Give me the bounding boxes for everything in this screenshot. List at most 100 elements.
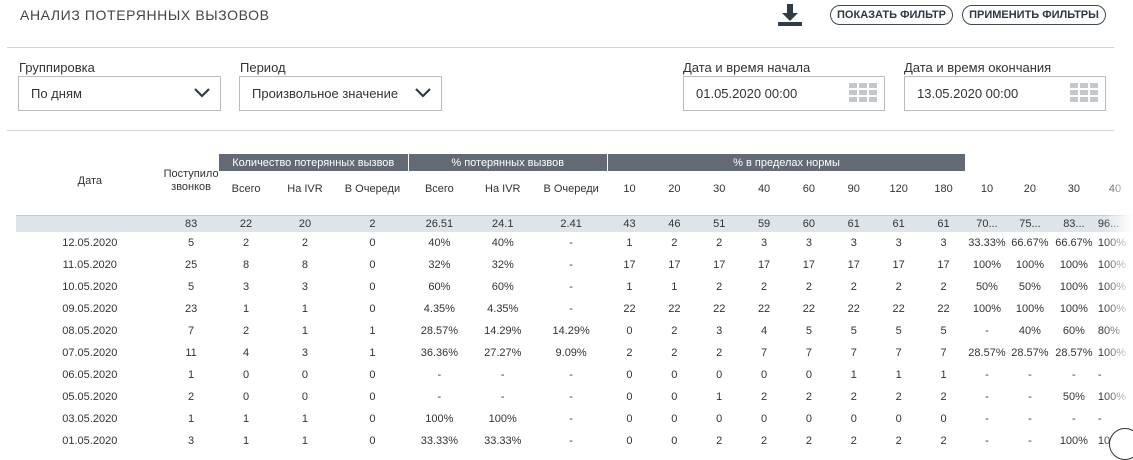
table-row[interactable]: 09.05.2020 23 1 1 0 4.35% 4.35% - 22 22 22 22 22 22 22…: [16, 298, 1133, 320]
table-cell: 70...: [965, 215, 1008, 232]
column-header-threshold[interactable]: 40: [757, 183, 771, 195]
column-header-threshold[interactable]: 60: [802, 183, 816, 195]
period-value: Произвольное значение: [252, 86, 399, 101]
table-cell: 83...: [1051, 215, 1096, 232]
table-cell: 1: [242, 435, 250, 447]
totals-row[interactable]: 83 22 20 2 26.51 24.1 2.41 43 46 51 59 60 61 61 61 70..…: [16, 215, 1133, 232]
column-header-queue[interactable]: В Очереди: [344, 183, 401, 195]
column-header-threshold[interactable]: 30: [713, 183, 726, 195]
table-cell: 100%: [972, 259, 1002, 271]
table-cell: 3: [940, 237, 947, 249]
date-cell: 01.05.2020: [62, 435, 118, 447]
start-date-input[interactable]: 01.05.2020 00:00: [683, 76, 885, 111]
table-cell: 22: [937, 303, 950, 315]
table-cell: 22: [623, 303, 636, 315]
start-date-label: Дата и время начала: [683, 60, 811, 75]
calendar-icon[interactable]: [1070, 83, 1099, 104]
table-cell: 50%: [1062, 391, 1085, 403]
column-header-total-pct[interactable]: Всего: [424, 183, 454, 195]
table-cell: -: [1028, 369, 1032, 381]
table-cell: 2: [716, 435, 723, 447]
column-header-ivr-pct[interactable]: На IVR: [485, 183, 521, 195]
column-header-threshold[interactable]: 180: [934, 183, 953, 195]
table-cell: 1: [895, 369, 902, 381]
table-cell: 2: [895, 281, 902, 293]
table-cell: 0: [850, 413, 857, 425]
table-cell: 3: [301, 347, 309, 359]
table-row[interactable]: 11.05.2020 25 8 8 0 32% 32% - 17 17 17 17 17 17 17 17 10…: [16, 254, 1133, 276]
table-cell: 40%: [428, 237, 451, 249]
table-cell: 9.09%: [555, 347, 587, 359]
table-cell: 0: [761, 369, 768, 381]
table-row[interactable]: 03.05.2020 1 1 1 0 100% 100% - 0 0 0 0 0 0 0 0 - - - -: [16, 408, 1133, 430]
column-header-threshold[interactable]: 20: [1023, 183, 1037, 195]
table-cell: -: [1028, 413, 1032, 425]
table-row[interactable]: 01.05.2020 3 1 1 0 33.33% 33.33% - 0 0 2 2 2 2 2 2 - - 100…: [16, 430, 1133, 452]
table-cell: 14.29%: [552, 325, 590, 337]
table-row[interactable]: 07.05.2020 11 4 3 1 36.36% 27.27% 9.09% 2 2 2 7 7 7 7 7…: [16, 342, 1133, 364]
table-cell: -: [985, 435, 989, 447]
table-cell: -: [1097, 413, 1102, 425]
table-cell: 0: [716, 369, 723, 381]
table-cell: 1: [626, 281, 633, 293]
column-header-threshold[interactable]: 10: [623, 183, 636, 195]
table-cell: 100%: [488, 413, 517, 425]
column-header-total[interactable]: Всего: [231, 183, 261, 195]
table-cell: 17: [757, 259, 771, 271]
divider: [7, 130, 1114, 131]
column-header-threshold[interactable]: 120: [889, 183, 908, 195]
table-cell: 7: [850, 347, 857, 359]
end-date-input[interactable]: 13.05.2020 00:00: [904, 76, 1106, 111]
table-cell: 3: [188, 435, 195, 447]
table-cell: 0: [671, 413, 678, 425]
calendar-icon[interactable]: [849, 83, 878, 104]
column-header-threshold[interactable]: 90: [847, 183, 860, 195]
table-row[interactable]: 06.05.2020 1 0 0 0 - - - 0 0 0 0 0 1 1 1 - - - -: [16, 364, 1133, 386]
table-cell: -: [1028, 435, 1032, 447]
table-cell: 0: [369, 391, 376, 403]
table-cell: 0: [369, 369, 376, 381]
table-cell: 23: [184, 303, 198, 315]
table-cell: 0: [369, 435, 376, 447]
table-cell: 1: [188, 369, 195, 381]
column-header-threshold[interactable]: 30: [1067, 183, 1081, 195]
table-cell: 3: [895, 237, 902, 249]
column-header-received[interactable]: Поступило звонков: [163, 168, 219, 193]
table-cell: 32%: [428, 259, 451, 271]
scroll-handle[interactable]: [1109, 428, 1133, 460]
table-cell: 0: [626, 369, 633, 381]
table-cell: 7: [761, 347, 768, 359]
table-cell: 20: [273, 215, 337, 232]
table-cell: 5: [188, 281, 195, 293]
table-cell: 1: [301, 303, 309, 315]
show-filter-button[interactable]: ПОКАЗАТЬ ФИЛЬТР: [830, 5, 953, 25]
download-icon[interactable]: [777, 3, 803, 27]
apply-filters-button[interactable]: ПРИМЕНИТЬ ФИЛЬТРЫ: [962, 5, 1106, 25]
column-header-date[interactable]: Дата: [77, 174, 102, 187]
table-row[interactable]: 10.05.2020533060%60%-1122222250%50%100%1…: [16, 276, 1133, 298]
table-cell: 100%: [972, 303, 1002, 315]
table-cell: 3: [761, 237, 768, 249]
column-header-queue-pct[interactable]: В Очереди: [543, 183, 599, 195]
table-cell: 1: [301, 413, 309, 425]
table-cell: 1: [671, 281, 678, 293]
table-cell: 0: [671, 369, 678, 381]
table-cell: -: [985, 325, 989, 337]
column-header-ivr[interactable]: На IVR: [287, 183, 323, 195]
table-row[interactable]: 08.05.2020 7 2 1 1 28.57% 14.29% 14.29% 0 2 3 4 5 5 5 5…: [16, 320, 1133, 342]
table-cell: 2: [761, 435, 768, 447]
date-cell: 11.05.2020: [62, 259, 117, 271]
column-header-threshold[interactable]: 20: [668, 183, 681, 195]
table-cell: 40%: [491, 237, 514, 249]
period-select[interactable]: Произвольное значение: [239, 76, 442, 111]
table-cell: 22: [847, 303, 860, 315]
grouping-select[interactable]: По дням: [18, 76, 221, 111]
table-row[interactable]: 12.05.2020 5 2 2 0 40% 40% - 1 2 2 3 3 3 3 3 33.33% 66.67…: [16, 232, 1133, 254]
table-cell: 0: [805, 413, 812, 425]
table-cell: 1: [242, 303, 250, 315]
table-cell: 2: [761, 391, 768, 403]
table-cell: 1: [242, 413, 250, 425]
column-header-threshold[interactable]: 10: [980, 183, 994, 195]
table-cell: 1: [626, 237, 633, 249]
